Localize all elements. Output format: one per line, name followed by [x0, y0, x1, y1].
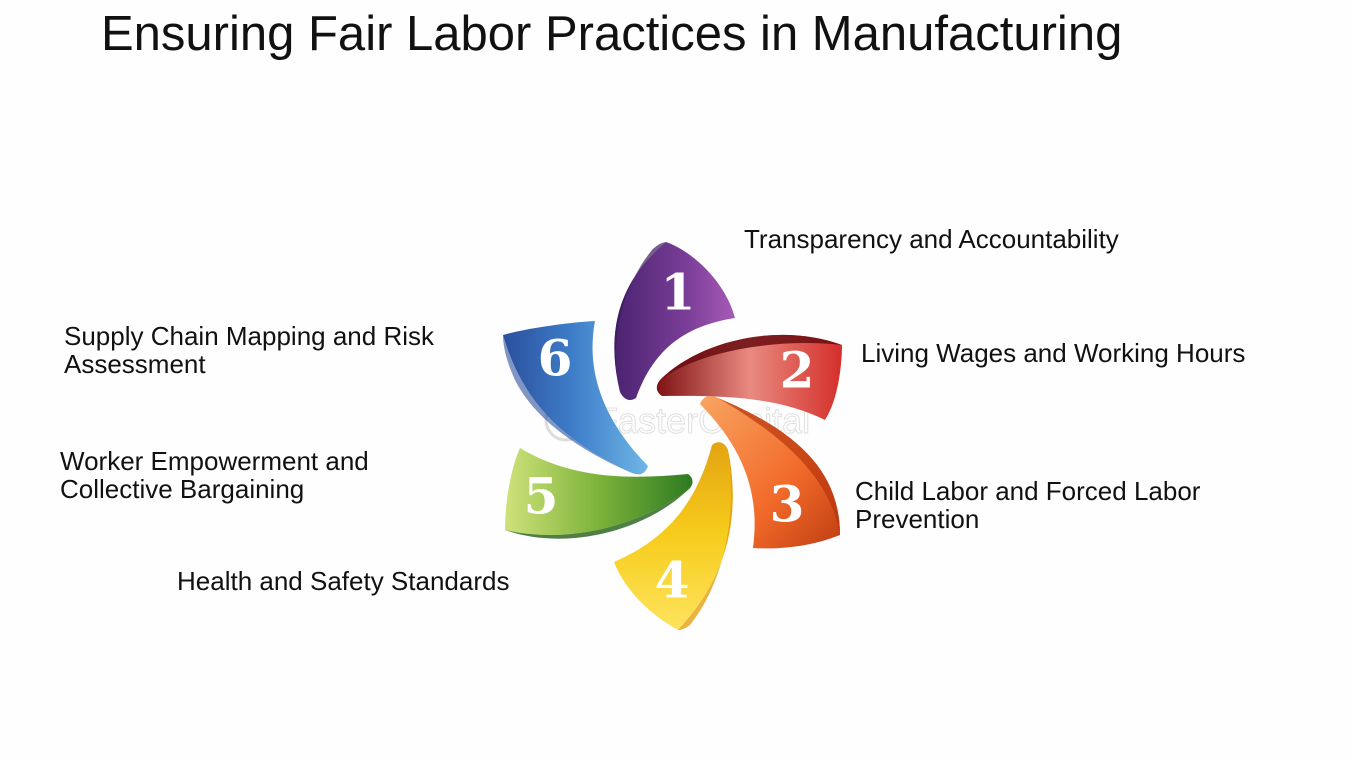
page-title: Ensuring Fair Labor Practices in Manufac… — [101, 7, 1123, 61]
petal-3: 3 — [700, 396, 840, 549]
petal-5: 5 — [505, 448, 693, 539]
item-2-label: Living Wages and Working Hours — [861, 338, 1246, 368]
petal-6: 6 — [503, 321, 648, 475]
petal-4: 4 — [614, 442, 733, 630]
petal-1: 1 — [614, 242, 735, 400]
petal-1-number: 1 — [661, 263, 696, 322]
item-4-label: Health and Safety Standards — [177, 566, 510, 596]
item-1-label: Transparency and Accountability — [744, 224, 1119, 254]
petal-2-number: 2 — [780, 341, 815, 400]
petal-6-number: 6 — [538, 329, 573, 388]
six-petal-pinwheel-diagram: FasterCapital 6 1 2 3 4 5 — [503, 242, 842, 630]
item-3-label: Child Labor and Forced Labor Prevention — [855, 476, 1201, 534]
petal-5-number: 5 — [524, 467, 559, 526]
petal-4-number: 4 — [655, 551, 690, 610]
petal-3-number: 3 — [770, 475, 805, 534]
item-6-label: Supply Chain Mapping and Risk Assessment — [64, 321, 434, 379]
petal-2: 2 — [656, 334, 842, 420]
item-5-label: Worker Empowerment and Collective Bargai… — [60, 446, 369, 504]
